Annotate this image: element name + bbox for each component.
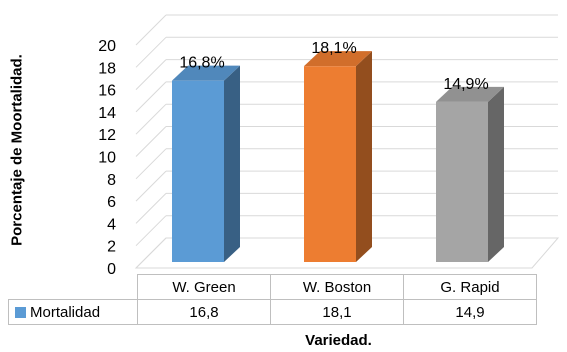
- data-table-category: W. Green: [137, 274, 271, 300]
- bar-side: [488, 86, 504, 263]
- y-tick-label: 16: [98, 83, 116, 100]
- y-tick-label: 20: [98, 38, 116, 55]
- floor: [134, 237, 560, 269]
- data-label: 16,8%: [179, 55, 224, 72]
- y-tick-label: 0: [107, 261, 116, 278]
- gridline-side: [135, 59, 167, 90]
- bar-top: [436, 86, 504, 102]
- bar-top: [304, 51, 372, 67]
- data-table-header-row: W. Green W. Boston G. Rapid: [8, 274, 537, 300]
- gridline-side: [135, 215, 167, 247]
- data-table-series-cell: Mortalidad: [8, 299, 138, 325]
- y-tick-label: 8: [107, 172, 116, 189]
- gridline-side: [135, 193, 167, 224]
- data-table-corner: [8, 274, 138, 300]
- y-axis-label: Porcentaje de Moortalidad.: [8, 54, 26, 246]
- gridline-side: [135, 148, 167, 180]
- data-label: 18,1%: [311, 40, 356, 57]
- y-tick-label: 12: [98, 127, 116, 144]
- gridline-side: [135, 170, 167, 202]
- x-axis-label: Variedad.: [305, 332, 372, 349]
- data-table-value: 18,1: [270, 299, 404, 325]
- bar-front: [436, 101, 488, 263]
- data-table-value: 16,8: [137, 299, 271, 325]
- y-axis-label-wrap: Porcentaje de Moortalidad.: [0, 25, 34, 275]
- y-tick-label: 4: [107, 216, 116, 233]
- y-tick-label: 6: [107, 194, 116, 211]
- bar-side: [356, 51, 372, 263]
- data-table-category: W. Boston: [270, 274, 404, 300]
- data-table: W. Green W. Boston G. Rapid Mortalidad 1…: [8, 274, 537, 325]
- data-label: 14,9%: [443, 76, 488, 93]
- y-tick-label: 18: [98, 60, 116, 77]
- gridline-side: [135, 126, 167, 157]
- data-table-series-row: Mortalidad 16,8 18,1 14,9: [8, 299, 537, 325]
- gridline-side: [135, 14, 167, 46]
- bar-front: [304, 66, 356, 262]
- series-name: Mortalidad: [30, 303, 101, 321]
- data-table-category: G. Rapid: [403, 274, 537, 300]
- y-tick-label: 14: [98, 105, 116, 122]
- gridline-side: [135, 81, 167, 113]
- gridline-side: [135, 103, 167, 135]
- y-tick-label: 10: [98, 150, 116, 167]
- data-table-value: 14,9: [403, 299, 537, 325]
- gridline-side: [135, 36, 167, 68]
- bar-top: [172, 65, 240, 81]
- y-tick-label: 2: [107, 239, 116, 256]
- legend-swatch: [15, 306, 26, 318]
- bar-front: [172, 80, 224, 263]
- bar-side: [224, 65, 240, 263]
